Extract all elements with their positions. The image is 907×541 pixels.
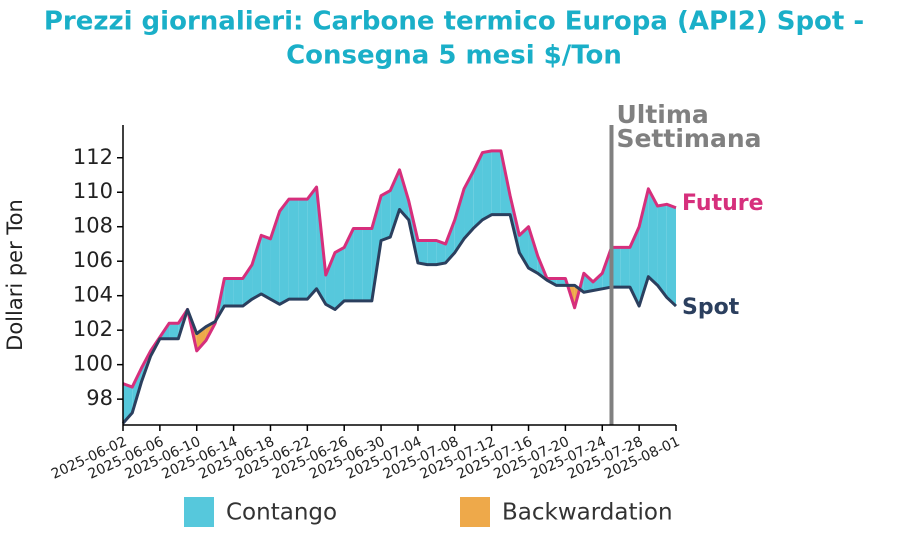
fill-areas [123, 150, 676, 424]
y-axis-label: Dollari per Ton [3, 199, 27, 351]
contango-area [629, 226, 640, 307]
series-end-label: Spot [682, 295, 740, 320]
contango-area [611, 247, 621, 288]
y-tick-label: 106 [73, 248, 113, 272]
contango-area [473, 152, 483, 229]
legend-swatch [184, 497, 214, 527]
contango-area [417, 240, 428, 265]
legend-swatch [460, 497, 490, 527]
y-tick-label: 104 [73, 283, 113, 307]
y-tick-label: 110 [73, 179, 113, 203]
contango-area [648, 188, 658, 286]
contango-area [169, 323, 179, 339]
chart-subtitle: Consegna 5 mesi $/Ton [286, 41, 622, 71]
annotation-label: Settimana [616, 124, 761, 153]
series-line [122, 149, 677, 389]
series-line [121, 207, 678, 425]
contango-area [482, 150, 492, 220]
contango-area [491, 150, 501, 215]
legend-label: Contango [226, 500, 337, 526]
contango-area [261, 235, 271, 300]
contango-area [436, 240, 446, 265]
contango-area [307, 187, 317, 300]
contango-area [519, 226, 529, 269]
contango-area [224, 278, 234, 307]
contango-area [298, 199, 308, 300]
contango-area [252, 235, 262, 300]
contango-area [288, 199, 299, 300]
contango-area [583, 273, 594, 293]
contango-area [427, 240, 437, 265]
annotation-label: Ultima [616, 100, 708, 129]
contango-area [353, 228, 363, 301]
contango-area [334, 247, 345, 310]
contango-area [454, 188, 465, 253]
contango-area [657, 204, 667, 298]
contango-area [445, 219, 455, 263]
contango-area [362, 228, 372, 301]
y-tick-label: 112 [73, 145, 113, 169]
chart-title: Prezzi giornalieri: Carbone termico Euro… [44, 7, 864, 37]
contango-area [325, 252, 335, 310]
contango-area [666, 204, 676, 307]
contango-area [556, 278, 566, 286]
series-end-label: Future [682, 191, 764, 216]
contango-area [464, 171, 474, 239]
y-tick-label: 100 [73, 352, 113, 376]
contango-area [344, 228, 354, 301]
legend-label: Backwardation [502, 500, 673, 526]
contango-area [233, 278, 243, 307]
contango-area [381, 190, 391, 241]
contango-area [593, 273, 603, 291]
y-tick-label: 108 [73, 214, 113, 238]
contango-area [620, 247, 630, 288]
y-tick-label: 98 [86, 386, 113, 410]
contango-area [279, 199, 289, 305]
y-tick-label: 102 [73, 317, 113, 341]
